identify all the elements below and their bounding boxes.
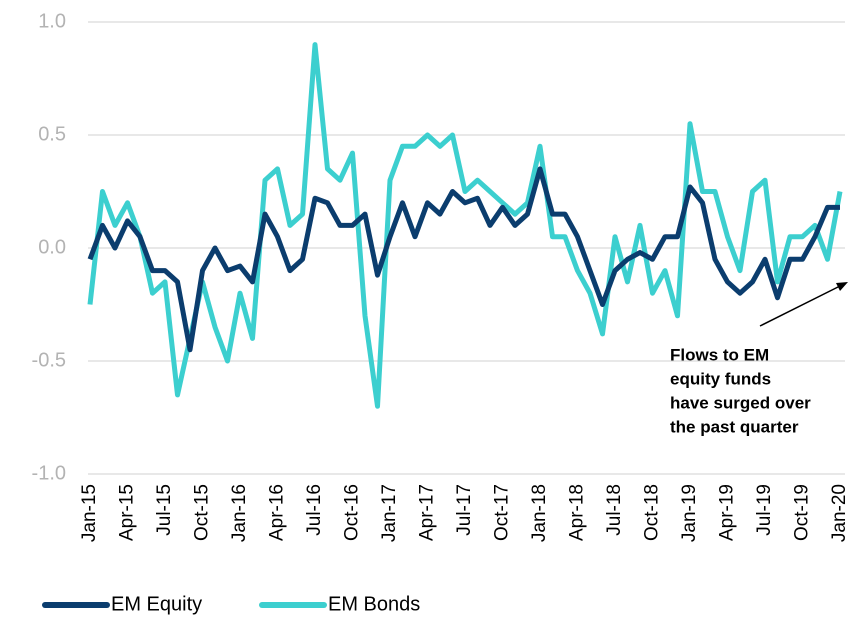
y-tick-label: 0.5 [38,123,66,145]
x-tick-label: Oct-17 [492,484,513,541]
legend-label: EM Equity [111,593,202,615]
x-tick-label: Jan-20 [829,484,850,542]
y-tick-label: -0.5 [32,349,66,371]
x-tick-label: Oct-18 [642,484,663,541]
x-tick-label: Jul-16 [304,484,325,536]
x-tick-label: Jul-15 [154,484,175,536]
x-tick-label: Jan-17 [379,484,400,542]
x-tick-label: Jan-19 [679,484,700,542]
x-tick-label: Jan-16 [229,484,250,542]
y-tick-label: 1.0 [38,10,66,32]
x-tick-label: Jul-17 [454,484,475,536]
x-tick-label: Oct-19 [792,484,813,541]
annotation: equity funds [670,369,771,388]
annotation: Flows to EM [670,345,769,364]
line-series [87,166,840,353]
x-tick-label: Apr-18 [567,484,588,541]
x-tick-label: Apr-16 [267,484,288,541]
x-tick-label: Jan-15 [79,484,100,542]
annotation-arrow [759,284,843,327]
x-tick-label: Jul-19 [754,484,775,536]
x-tick-label: Jul-18 [604,484,625,536]
y-tick-label: 0.0 [38,236,66,258]
x-tick-label: Jan-18 [529,484,550,542]
x-tick-label: Oct-16 [342,484,363,541]
annotation: the past quarter [670,417,799,436]
annotation: have surged over [670,393,811,412]
x-tick-label: Apr-19 [717,484,738,541]
legend-label: EM Bonds [328,593,420,615]
x-tick-label: Apr-15 [117,484,138,541]
y-tick-label: -1.0 [32,462,66,484]
x-tick-label: Oct-15 [192,484,213,541]
annotation-arrowhead [836,282,848,291]
plot: -1.0 -0.5 0.0 0.5 1.0 Jan-15 Apr-15 Jul-15 Oct-1… [32,10,850,615]
x-tick-label: Apr-17 [417,484,438,541]
line-series [87,42,843,409]
